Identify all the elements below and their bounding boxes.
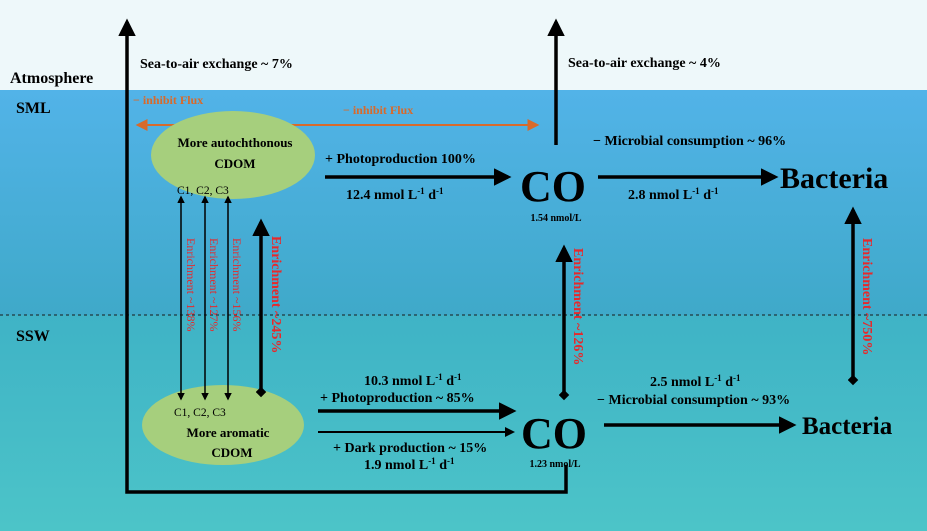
photoproduction-sml-label: + Photoproduction 100% bbox=[325, 152, 476, 167]
photo-rate-ssw-label: 10.3 nmol L-1 d-1 bbox=[364, 372, 462, 389]
inhibit-flux-left-label: − inhibit Flux bbox=[133, 93, 203, 107]
enrich-c1-label: Enrichment ~138% bbox=[184, 238, 198, 331]
co-sml-conc-label: 1.54 nmol/L bbox=[530, 213, 581, 224]
enrich-c3-label: Enrichment ~156% bbox=[230, 238, 244, 331]
cdom-ssw-label-line1: More aromatic bbox=[187, 425, 270, 440]
photoproduction-ssw-label: + Photoproduction ~ 85% bbox=[320, 391, 475, 406]
cdom-sml-ellipse bbox=[151, 111, 315, 199]
co-sml-label: CO bbox=[520, 162, 586, 211]
cdom-sml-label-line2: CDOM bbox=[214, 156, 255, 171]
cdom-ssw-label-line2: CDOM bbox=[211, 445, 252, 460]
inhibit-flux-mid-label: − inhibit Flux bbox=[343, 103, 413, 117]
cdom-sml-label-line1: More autochthonous bbox=[178, 135, 293, 150]
sml-zone bbox=[0, 90, 927, 315]
components-top-label: C1, C2, C3 bbox=[177, 185, 229, 197]
zone-label-sml: SML bbox=[16, 100, 51, 117]
enrich-co-label: Enrichment ~126% bbox=[570, 248, 585, 365]
sea-air-exchange-left-arrow bbox=[118, 18, 568, 494]
dark-rate-label: 1.9 nmol L-1 d-1 bbox=[364, 456, 455, 473]
consumption-rate-ssw-label: 2.5 nmol L-1 d-1 bbox=[650, 373, 741, 390]
bacteria-sml-label: Bacteria bbox=[780, 162, 888, 195]
cdom-ssw-ellipse bbox=[142, 385, 304, 465]
bacteria-ssw-label: Bacteria bbox=[802, 413, 893, 440]
co-ssw-label: CO bbox=[521, 409, 587, 458]
atmosphere-zone bbox=[0, 0, 927, 90]
components-bottom-label: C1, C2, C3 bbox=[174, 407, 226, 419]
dark-production-label: + Dark production ~ 15% bbox=[333, 441, 487, 456]
zone-label-ssw: SSW bbox=[16, 328, 50, 345]
enrich-c2-label: Enrichment ~127% bbox=[207, 238, 221, 331]
co-ssw-conc-label: 1.23 nmol/L bbox=[529, 459, 580, 470]
zone-label-atmosphere: Atmosphere bbox=[10, 70, 93, 87]
sea-air-left-label: Sea-to-air exchange ~ 7% bbox=[140, 57, 293, 72]
sea-air-right-label: Sea-to-air exchange ~ 4% bbox=[568, 56, 721, 71]
microbial-sml-label: − Microbial consumption ~ 96% bbox=[593, 134, 786, 149]
ssw-zone bbox=[0, 315, 927, 531]
microbial-ssw-label: − Microbial consumption ~ 93% bbox=[597, 393, 790, 408]
enrich-cdom-label: Enrichment ~245% bbox=[268, 236, 283, 353]
enrich-bacteria-label: Enrichment ~750% bbox=[859, 238, 874, 355]
photo-rate-sml-label: 12.4 nmol L-1 d-1 bbox=[346, 186, 444, 203]
consumption-rate-sml-label: 2.8 nmol L-1 d-1 bbox=[628, 186, 719, 203]
